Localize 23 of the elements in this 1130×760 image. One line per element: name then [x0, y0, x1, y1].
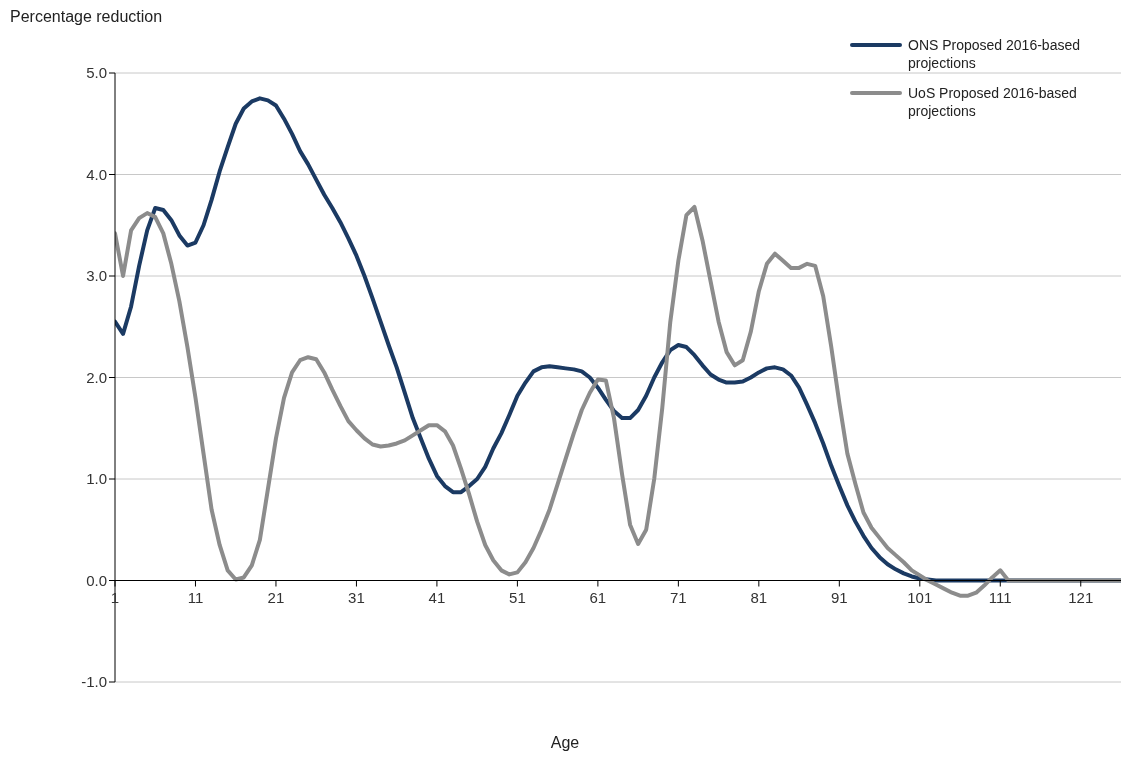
- y-tick-label: 4.0: [86, 165, 107, 183]
- x-tick-label: 21: [267, 588, 285, 606]
- x-tick-label: 31: [348, 588, 365, 606]
- x-tick-label: 61: [589, 588, 607, 606]
- x-tick-label: 111: [988, 588, 1012, 606]
- x-tick-label: 71: [670, 588, 687, 606]
- legend-label: UoS Proposed 2016-based projections: [908, 84, 1078, 120]
- y-tick-label: 3.0: [86, 267, 107, 285]
- y-tick-label: -1.0: [81, 673, 107, 691]
- x-tick-label: 121: [1068, 588, 1094, 606]
- y-tick-label: 0.0: [86, 571, 107, 589]
- x-axis-title: Age: [549, 734, 581, 752]
- x-tick-label: 81: [750, 588, 768, 606]
- x-tick-label: 11: [187, 588, 204, 606]
- y-tick-label: 5.0: [86, 64, 107, 82]
- x-tick-label: 91: [830, 588, 848, 606]
- y-tick-label: 1.0: [86, 470, 107, 488]
- y-axis-title: Percentage reduction: [10, 8, 163, 26]
- x-tick-label: 41: [428, 588, 446, 606]
- legend-label: ONS Proposed 2016-based projections: [908, 36, 1081, 72]
- y-tick-label: 2.0: [86, 368, 107, 386]
- x-tick-label: 101: [907, 588, 933, 606]
- x-tick-label: 51: [509, 588, 526, 606]
